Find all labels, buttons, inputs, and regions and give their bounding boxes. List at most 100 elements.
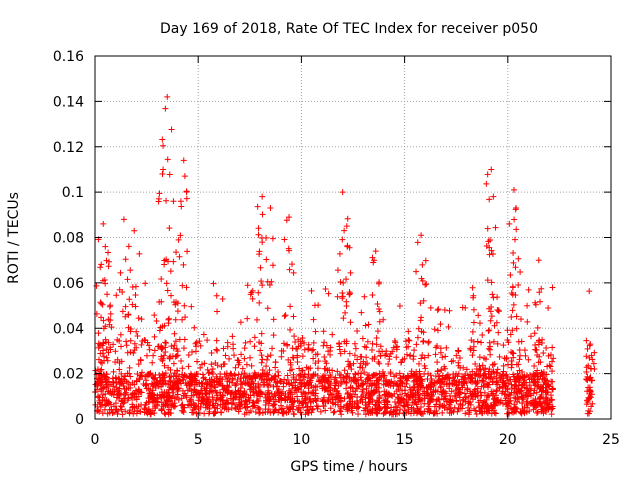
data-point	[486, 196, 493, 203]
data-point	[280, 340, 287, 347]
data-point	[329, 390, 336, 397]
data-point	[163, 197, 170, 204]
data-point	[191, 324, 198, 331]
data-point	[479, 331, 486, 338]
data-point	[417, 397, 424, 404]
data-point	[250, 399, 257, 406]
data-point	[312, 360, 319, 367]
data-point	[183, 373, 190, 380]
data-point	[263, 234, 270, 241]
data-point	[177, 232, 184, 239]
data-point	[127, 349, 134, 356]
data-point	[291, 389, 298, 396]
data-point	[515, 255, 522, 262]
data-point	[512, 291, 519, 298]
data-point	[347, 269, 354, 276]
x-tick-label: 0	[91, 432, 100, 448]
data-point	[214, 308, 221, 315]
data-point	[249, 287, 256, 294]
data-point	[330, 409, 337, 416]
data-point	[490, 338, 497, 345]
data-point	[365, 403, 372, 410]
data-point	[418, 275, 425, 282]
data-point	[437, 321, 444, 328]
data-point	[459, 397, 466, 404]
data-point	[257, 409, 264, 416]
data-point	[305, 389, 312, 396]
data-point	[118, 370, 125, 377]
data-point	[321, 339, 328, 346]
data-point	[475, 372, 482, 379]
data-point	[210, 397, 217, 404]
data-point	[256, 339, 263, 346]
data-point	[451, 404, 458, 411]
data-point	[547, 363, 554, 370]
data-point	[232, 364, 239, 371]
data-point	[440, 388, 447, 395]
data-point	[425, 338, 432, 345]
data-point	[507, 397, 514, 404]
data-point	[313, 403, 320, 410]
data-point	[267, 352, 274, 359]
data-point	[190, 375, 197, 382]
data-point	[102, 280, 109, 287]
data-point	[355, 404, 362, 411]
data-point	[376, 318, 383, 325]
data-point	[183, 394, 190, 401]
data-point	[510, 186, 517, 193]
data-point	[210, 410, 217, 417]
data-point	[448, 399, 455, 406]
data-point	[310, 316, 317, 323]
data-point	[358, 377, 365, 384]
data-point	[145, 385, 152, 392]
data-point	[455, 386, 462, 393]
data-point	[422, 365, 429, 372]
data-point	[170, 258, 177, 265]
data-point	[510, 250, 517, 257]
data-point	[185, 363, 192, 370]
data-point	[442, 353, 449, 360]
data-point	[115, 387, 122, 394]
data-point	[415, 386, 422, 393]
data-point	[344, 406, 351, 413]
data-point	[470, 343, 477, 350]
data-point	[346, 291, 353, 298]
data-point	[376, 392, 383, 399]
data-point	[118, 343, 125, 350]
y-tick-label: 0.02	[53, 367, 84, 383]
data-point	[198, 387, 205, 394]
data-point	[99, 410, 106, 417]
data-point	[543, 371, 550, 378]
data-point	[196, 379, 203, 386]
data-point	[258, 352, 265, 359]
data-point	[294, 345, 301, 352]
data-point	[480, 372, 487, 379]
data-point	[514, 386, 521, 393]
data-point	[432, 351, 439, 358]
data-point	[123, 338, 130, 345]
data-point	[149, 383, 156, 390]
data-point	[318, 377, 325, 384]
data-point	[376, 308, 383, 315]
data-point	[359, 335, 366, 342]
data-point	[144, 371, 151, 378]
data-point	[226, 378, 233, 385]
data-point	[284, 377, 291, 384]
data-point	[341, 348, 348, 355]
data-point	[535, 257, 542, 264]
data-point	[146, 342, 153, 349]
data-point	[233, 393, 240, 400]
data-point	[117, 403, 124, 410]
data-point	[490, 399, 497, 406]
data-point	[219, 404, 226, 411]
data-point	[165, 316, 172, 323]
data-point	[418, 382, 425, 389]
data-point	[321, 353, 328, 360]
data-point	[268, 390, 275, 397]
data-point	[208, 349, 215, 356]
data-point	[229, 399, 236, 406]
data-point	[417, 300, 424, 307]
data-point	[372, 405, 379, 412]
data-point	[585, 407, 592, 414]
data-point	[438, 391, 445, 398]
